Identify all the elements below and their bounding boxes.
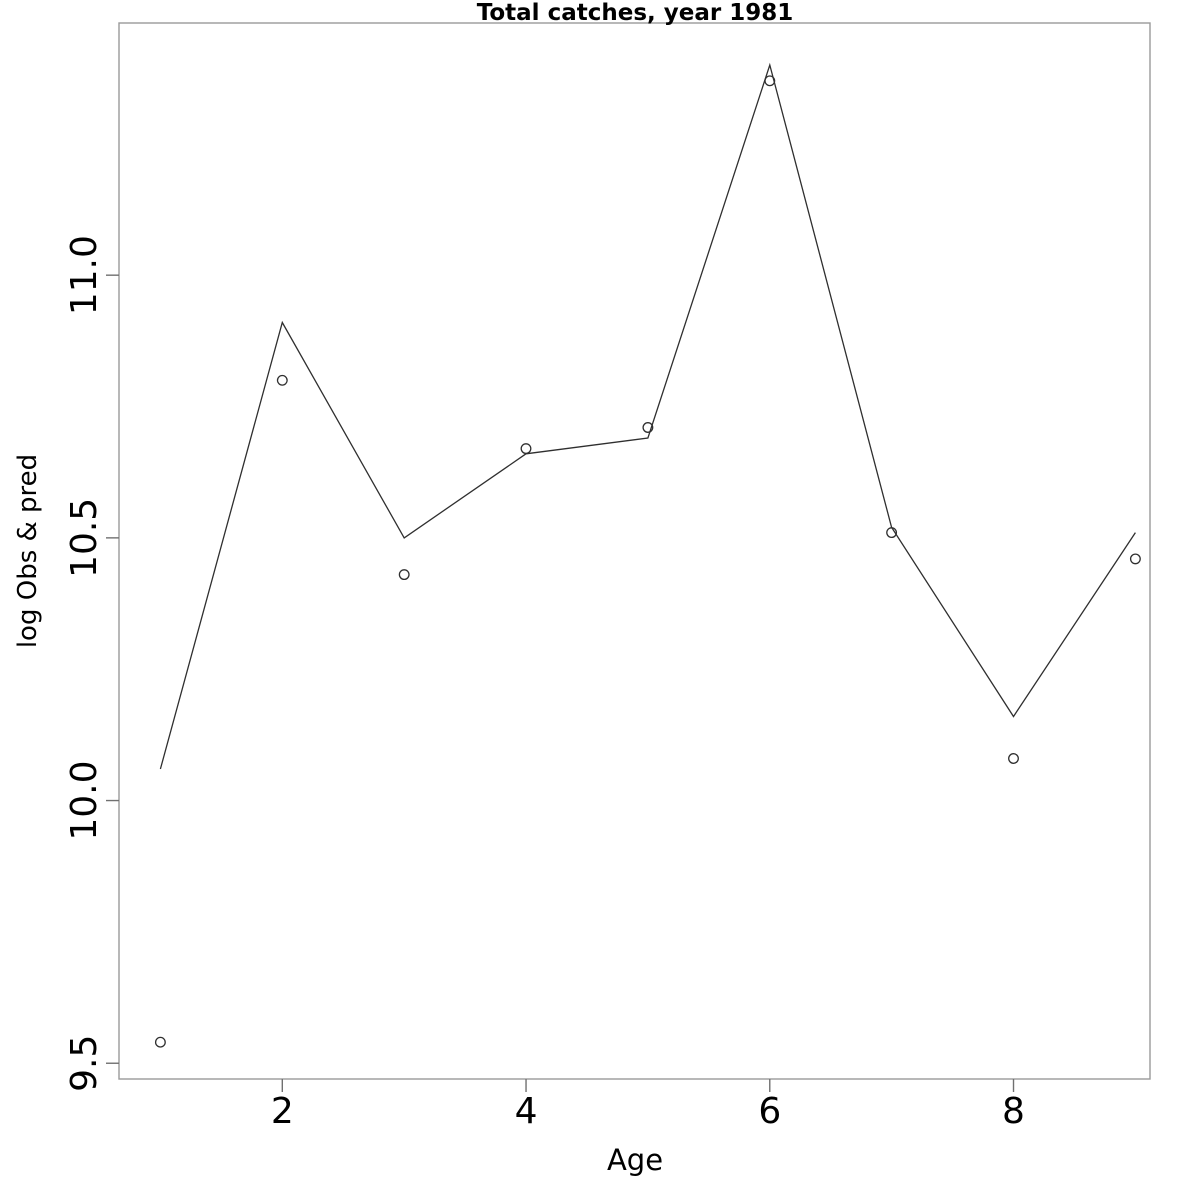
- y-tick-label: 11.0: [64, 235, 105, 315]
- y-tick-label: 9.5: [64, 1035, 105, 1092]
- observed-point: [1129, 553, 1141, 565]
- x-axis-ticks: 2 4 6 8: [271, 1079, 1025, 1132]
- x-axis-label: Age: [607, 1143, 663, 1177]
- observed-point: [520, 443, 532, 455]
- observed-point: [642, 422, 654, 433]
- y-tick-label: 10.5: [64, 498, 105, 578]
- observed-point: [886, 527, 898, 539]
- observed-point: [1008, 753, 1019, 764]
- observed-point: [154, 1036, 166, 1048]
- x-tick-label: 4: [515, 1091, 538, 1132]
- x-tick-label: 8: [1002, 1091, 1025, 1132]
- chart-title: Total catches, year 1981: [477, 0, 794, 26]
- x-tick-label: 6: [758, 1091, 781, 1132]
- observed-points-series: [154, 75, 1141, 1048]
- predicted-line: [159, 62, 1136, 770]
- predicted-line-series: [159, 62, 1136, 770]
- observed-point: [276, 374, 288, 386]
- y-axis-label: log Obs & pred: [13, 454, 43, 648]
- observed-point: [764, 75, 776, 87]
- observed-point: [398, 569, 410, 581]
- plot-area-border: [118, 22, 1151, 1080]
- x-tick-label: 2: [271, 1091, 294, 1132]
- y-axis-ticks: 9.5 10.0 10.5 11.0: [64, 235, 119, 1092]
- y-tick-label: 10.0: [64, 760, 105, 840]
